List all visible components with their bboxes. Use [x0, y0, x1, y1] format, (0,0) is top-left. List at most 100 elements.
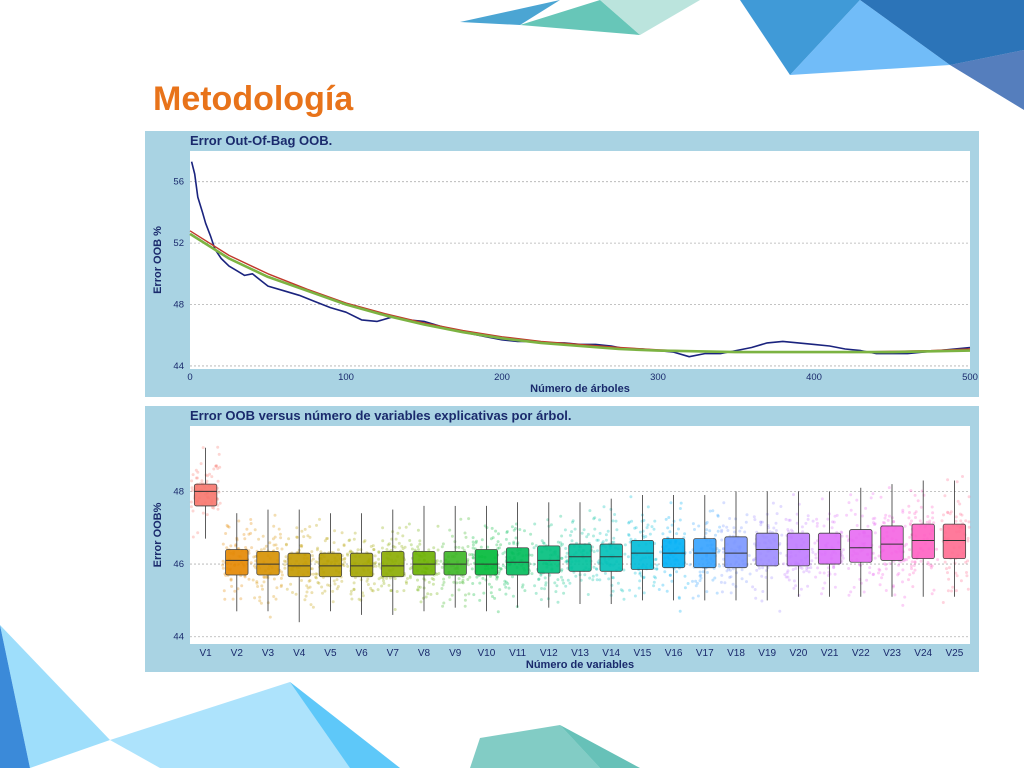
- jitter-point: [953, 561, 957, 565]
- jitter-point: [342, 557, 346, 561]
- jitter-point: [333, 582, 337, 586]
- jitter-point: [782, 562, 786, 566]
- jitter-point: [264, 575, 268, 579]
- jitter-point: [598, 518, 602, 522]
- box: [942, 523, 967, 560]
- jitter-point: [611, 519, 615, 523]
- jitter-point: [716, 513, 720, 517]
- jitter-point: [748, 572, 752, 576]
- jitter-point: [840, 534, 844, 538]
- jitter-point: [583, 573, 587, 577]
- jitter-point: [418, 542, 422, 546]
- jitter-point: [300, 529, 304, 533]
- jitter-point: [489, 591, 493, 595]
- jitter-point: [417, 585, 420, 589]
- jitter-point: [880, 576, 884, 580]
- jitter-point: [359, 548, 363, 552]
- jitter-point: [416, 545, 420, 549]
- jitter-point: [305, 584, 309, 588]
- jitter-point: [553, 581, 557, 585]
- jitter-point: [778, 609, 782, 613]
- jitter-point: [772, 526, 776, 530]
- jitter-point: [564, 555, 568, 559]
- jitter-point: [595, 567, 599, 571]
- jitter-point: [942, 513, 945, 517]
- jitter-point: [805, 566, 809, 570]
- jitter-point: [784, 517, 788, 521]
- jitter-point: [655, 567, 659, 571]
- jitter-point: [893, 593, 897, 597]
- jitter-point: [913, 568, 917, 572]
- jitter-point: [752, 558, 756, 562]
- jitter-point: [582, 528, 586, 532]
- jitter-point: [496, 610, 500, 614]
- jitter-point: [859, 581, 863, 585]
- jitter-point: [588, 576, 592, 580]
- jitter-point: [481, 576, 485, 580]
- jitter-point: [919, 505, 923, 509]
- box-group-v15: [626, 495, 659, 601]
- jitter-point: [556, 600, 560, 604]
- jitter-point: [723, 581, 727, 585]
- jitter-point: [478, 598, 482, 602]
- jitter-point: [230, 584, 234, 588]
- jitter-point: [931, 516, 935, 520]
- jitter-point: [231, 597, 235, 601]
- jitter-point: [348, 550, 352, 554]
- jitter-point: [806, 514, 810, 518]
- jitter-point: [853, 512, 857, 516]
- jitter-point: [873, 522, 877, 526]
- jitter-point: [683, 586, 687, 590]
- jitter-point: [474, 541, 478, 545]
- jitter-point: [753, 518, 757, 522]
- jitter-point: [966, 539, 970, 543]
- jitter-point: [490, 585, 493, 589]
- jitter-point: [586, 532, 590, 536]
- jitter-point: [212, 467, 216, 471]
- jitter-point: [694, 579, 698, 583]
- jitter-point: [868, 571, 872, 575]
- jitter-point: [873, 523, 876, 526]
- box: [599, 543, 623, 572]
- jitter-point: [259, 548, 263, 552]
- jitter-point: [611, 589, 615, 593]
- jitter-point: [373, 554, 377, 558]
- jitter-point: [458, 581, 462, 585]
- jitter-point: [332, 541, 336, 545]
- jitter-point: [932, 588, 936, 592]
- jitter-point: [597, 561, 601, 565]
- jitter-point: [262, 575, 266, 579]
- jitter-point: [849, 508, 853, 512]
- jitter-point: [253, 528, 257, 532]
- jitter-point: [539, 598, 543, 602]
- jitter-point: [568, 533, 572, 537]
- jitter-point: [946, 511, 950, 515]
- jitter-point: [759, 523, 763, 527]
- jitter-point: [559, 575, 563, 579]
- jitter-point: [881, 521, 885, 524]
- jitter-point: [289, 582, 293, 586]
- jitter-point: [653, 519, 657, 523]
- jitter-point: [579, 578, 583, 582]
- jitter-point: [677, 596, 681, 600]
- jitter-point: [314, 572, 318, 576]
- jitter-point: [696, 581, 699, 585]
- jitter-point: [847, 593, 851, 597]
- jitter-point: [946, 510, 950, 514]
- jitter-point: [424, 595, 428, 599]
- jitter-point: [966, 559, 970, 563]
- jitter-point: [860, 514, 864, 518]
- jitter-point: [909, 489, 913, 493]
- jitter-point: [436, 524, 440, 528]
- jitter-point: [554, 590, 558, 594]
- jitter-point: [661, 583, 665, 587]
- box: [443, 550, 467, 576]
- box: [412, 550, 436, 576]
- jitter-point: [732, 530, 736, 534]
- jitter-point: [539, 573, 543, 577]
- box-group-v20: [782, 491, 815, 597]
- jitter-point: [225, 523, 229, 527]
- jitter-point: [638, 579, 642, 583]
- jitter-point: [371, 589, 375, 593]
- jitter-point: [665, 589, 669, 593]
